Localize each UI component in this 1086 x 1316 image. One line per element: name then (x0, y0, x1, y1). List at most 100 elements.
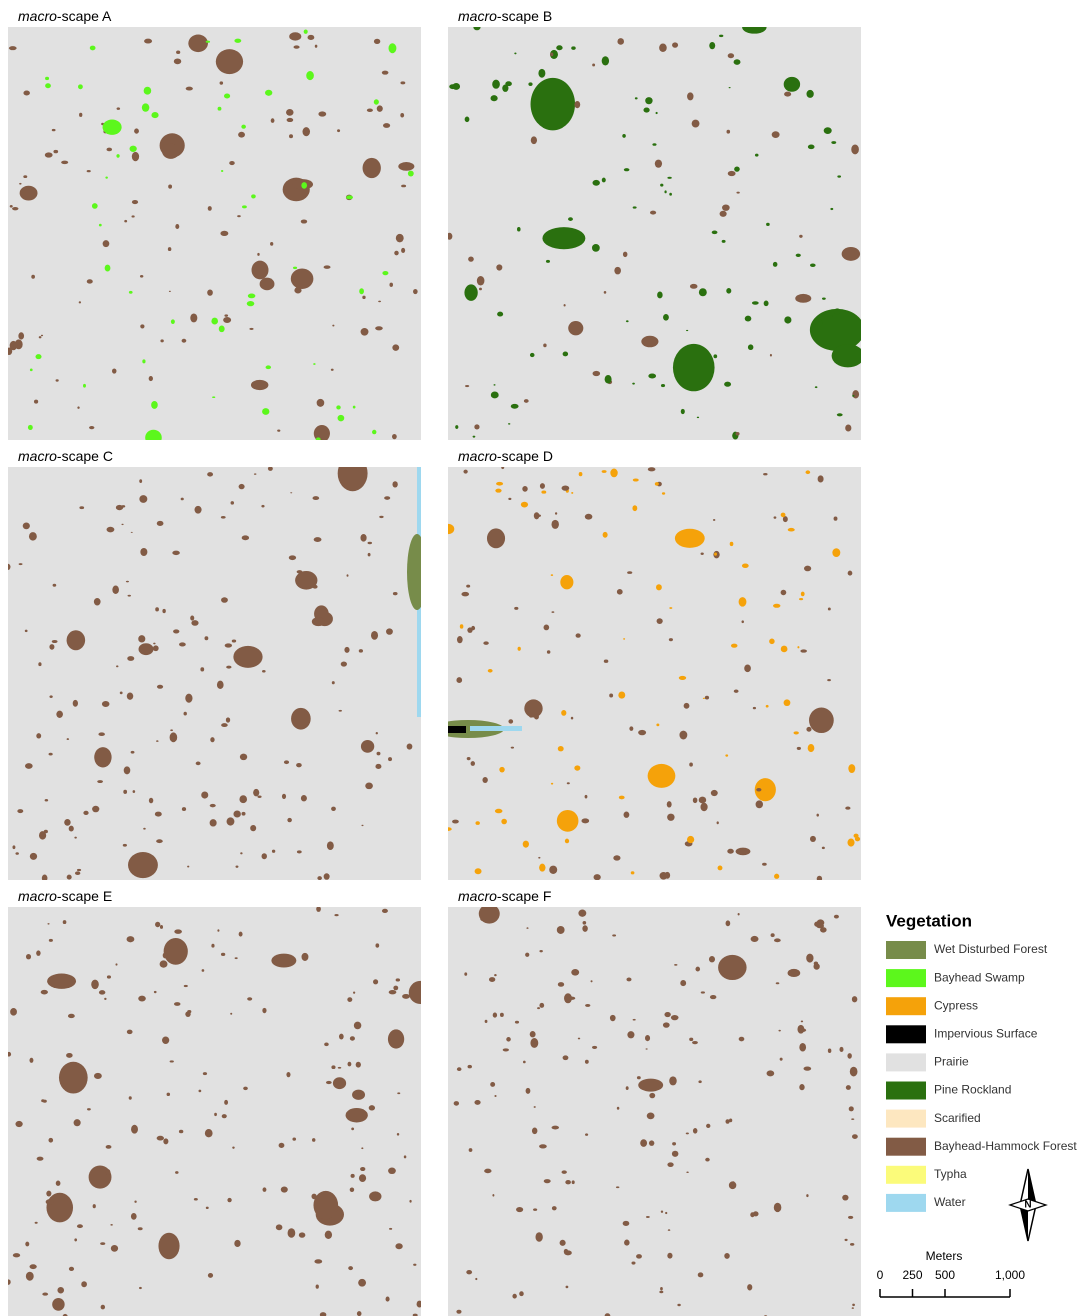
vegetation-patch (475, 821, 479, 825)
vegetation-patch (359, 288, 364, 294)
vegetation-patch (237, 215, 241, 217)
vegetation-patch (389, 43, 397, 53)
vegetation-patch (334, 914, 338, 916)
vegetation-patch (603, 532, 608, 538)
vegetation-patch (605, 375, 612, 383)
vegetation-patch (160, 960, 168, 967)
vegetation-patch (769, 639, 775, 645)
vegetation-patch (293, 267, 297, 269)
vegetation-patch (546, 260, 550, 263)
vegetation-patch (239, 484, 245, 489)
vegetation-patch (401, 248, 405, 253)
vegetation-patch (291, 708, 311, 730)
vegetation-patch (543, 344, 546, 348)
vegetation-patch (36, 733, 41, 738)
vegetation-patch (53, 584, 57, 587)
vegetation-patch (564, 304, 566, 307)
vegetation-patch (388, 1029, 404, 1048)
vegetation-patch (313, 496, 320, 500)
vegetation-patch (674, 964, 677, 966)
vegetation-patch (44, 830, 48, 834)
vegetation-patch (30, 369, 33, 372)
vegetation-patch (15, 852, 18, 855)
vegetation-patch (124, 766, 131, 774)
vegetation-patch (663, 1022, 670, 1027)
vegetation-patch (155, 607, 159, 611)
vegetation-patch (466, 1270, 472, 1274)
vegetation-patch (107, 148, 113, 152)
vegetation-patch (846, 1085, 851, 1090)
vegetation-patch (392, 344, 399, 350)
vegetation-patch (772, 131, 780, 138)
vegetation-patch (816, 814, 818, 817)
water-patch (470, 726, 522, 731)
vegetation-patch (393, 986, 398, 991)
legend-swatch (886, 1166, 926, 1184)
vegetation-patch (583, 921, 587, 925)
vegetation-patch (646, 1216, 650, 1218)
vegetation-patch (571, 717, 573, 720)
vegetation-patch (56, 711, 63, 718)
vegetation-patch (468, 1065, 472, 1069)
vegetation-patch (784, 92, 791, 97)
vegetation-patch (353, 992, 355, 994)
vegetation-patch (220, 81, 224, 84)
vegetation-patch (97, 780, 103, 783)
vegetation-patch (774, 938, 781, 942)
vegetation-patch (519, 1291, 524, 1296)
vegetation-patch (516, 1207, 523, 1212)
vegetation-patch (395, 1243, 402, 1249)
vegetation-patch (404, 1155, 407, 1158)
vegetation-patch (93, 1204, 96, 1208)
vegetation-patch (129, 291, 133, 294)
vegetation-patch (359, 649, 363, 653)
vegetation-patch (394, 251, 398, 256)
vegetation-patch (455, 425, 458, 429)
vegetation-patch (126, 581, 129, 583)
vegetation-patch (212, 396, 215, 398)
vegetation-patch (460, 624, 464, 628)
vegetation-patch (773, 262, 778, 267)
vegetation-patch (39, 336, 42, 338)
vegetation-patch (690, 284, 698, 289)
vegetation-patch (837, 175, 841, 177)
vegetation-patch (251, 194, 256, 198)
vegetation-patch (664, 1012, 670, 1017)
vegetation-patch (327, 841, 334, 850)
vegetation-patch (115, 963, 117, 965)
vegetation-patch (576, 633, 581, 637)
vegetation-patch (525, 953, 529, 957)
vegetation-patch (132, 152, 139, 161)
vegetation-patch (492, 80, 500, 89)
vegetation-patch (669, 1076, 677, 1085)
vegetation-patch (358, 1279, 366, 1287)
vegetation-patch (338, 1067, 342, 1069)
vegetation-patch (638, 730, 646, 735)
vegetation-patch (667, 814, 674, 821)
vegetation-patch (709, 956, 715, 962)
vegetation-patch (386, 1297, 390, 1302)
vegetation-patch (233, 646, 262, 668)
vegetation-patch (227, 817, 235, 825)
vegetation-patch (552, 1206, 557, 1210)
vegetation-patch (158, 1233, 179, 1260)
vegetation-patch (332, 681, 335, 684)
vegetation-patch (174, 929, 182, 934)
vegetation-patch (505, 81, 512, 86)
vegetation-patch (539, 1144, 547, 1148)
vegetation-patch (107, 527, 115, 533)
vegetation-patch (636, 1254, 642, 1258)
vegetation-patch (287, 818, 292, 822)
vegetation-patch (693, 797, 698, 803)
vegetation-patch (742, 21, 766, 34)
vegetation-patch (174, 58, 181, 64)
vegetation-patch (474, 424, 479, 429)
vegetation-patch (134, 128, 139, 133)
vegetation-patch (221, 597, 228, 602)
vegetation-patch (700, 803, 707, 811)
vegetation-patch (661, 1211, 663, 1213)
vegetation-patch (38, 662, 41, 666)
vegetation-patch (413, 289, 418, 294)
vegetation-patch (90, 46, 96, 51)
vegetation-patch (810, 264, 816, 267)
